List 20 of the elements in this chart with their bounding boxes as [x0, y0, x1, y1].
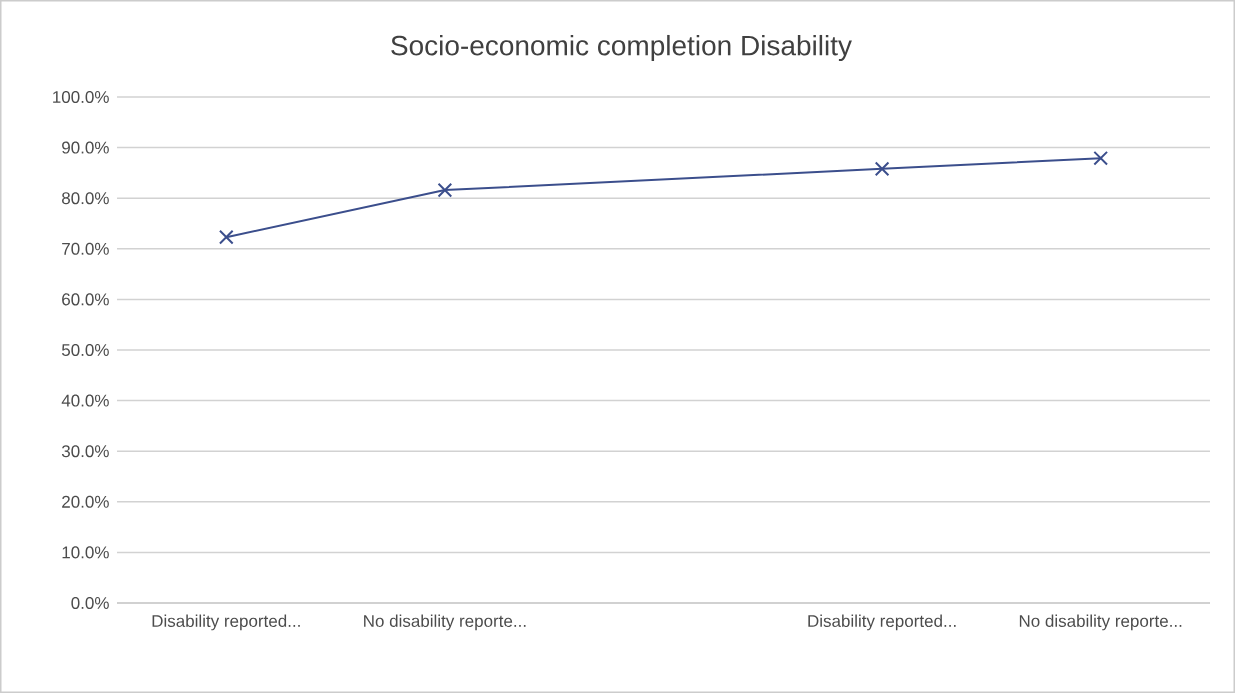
point — [218, 229, 234, 245]
point — [437, 182, 453, 198]
x-tick-label: No disability reporte... — [1019, 614, 1182, 631]
y-tick-label: 40.0% — [61, 394, 109, 407]
point — [874, 161, 890, 177]
x-tick-label: Disability reported... — [152, 614, 300, 631]
y-tick-label: 100.0% — [53, 90, 109, 104]
chart-title: Socio-economic completion Disability — [391, 34, 852, 62]
x-tick-label: Disability reported... — [808, 614, 956, 631]
y-tick-label: 10.0% — [62, 546, 109, 559]
y-tick-label: 80.0% — [62, 192, 109, 205]
y-tick-label: 0.0% — [71, 596, 109, 610]
y-tick-label: 90.0% — [62, 141, 109, 154]
point — [1093, 150, 1109, 166]
y-tick-label: 20.0% — [62, 495, 109, 508]
y-tick-label: 30.0% — [61, 445, 109, 458]
y-tick-label: 50.0% — [61, 343, 109, 357]
x-tick-label: No disability reporte... — [364, 614, 526, 631]
y-tick-label: 60.0% — [62, 293, 109, 306]
y-tick-label: 70.0% — [62, 242, 109, 255]
